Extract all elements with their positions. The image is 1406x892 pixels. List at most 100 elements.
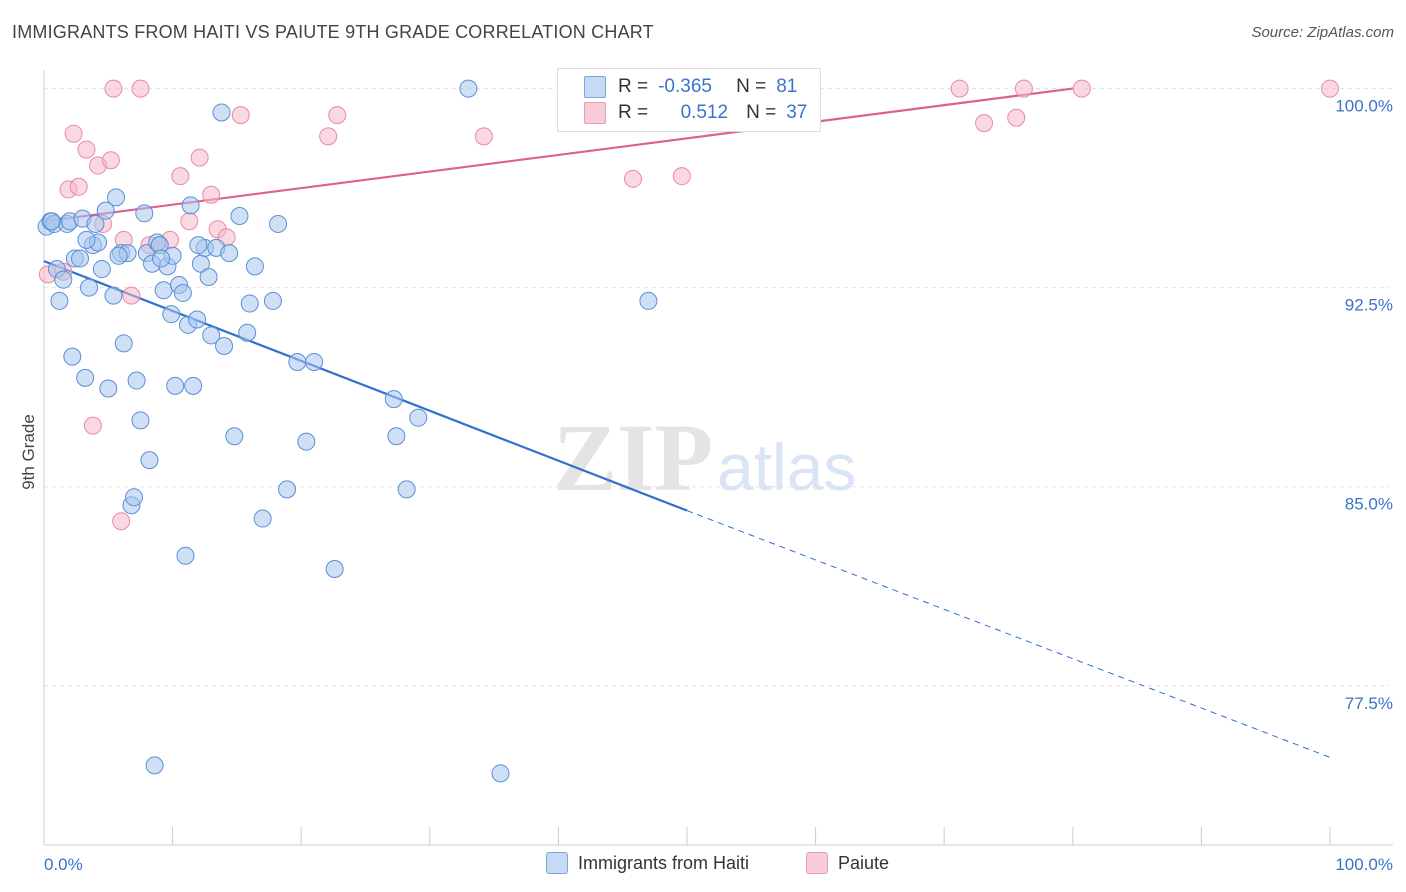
haiti-point: [225, 427, 244, 446]
haiti-point: [50, 291, 69, 310]
haiti-r-value: -0.365: [658, 76, 712, 97]
haiti-point: [305, 352, 324, 371]
paiute-point: [328, 106, 347, 125]
haiti-point: [145, 756, 164, 775]
legend-item-paiute: Paiute: [806, 852, 889, 874]
haiti-point: [409, 408, 428, 427]
haiti-point: [269, 214, 288, 233]
haiti-point: [63, 347, 82, 366]
haiti-point: [230, 206, 249, 225]
watermark-atlas: atlas: [717, 430, 856, 504]
haiti-point: [215, 337, 234, 356]
haiti-point: [76, 368, 95, 387]
haiti-point: [154, 281, 173, 300]
haiti-point: [220, 244, 239, 263]
haiti-point: [188, 310, 207, 329]
haiti-point: [288, 352, 307, 371]
paiute-point: [69, 177, 88, 196]
haiti-point: [199, 268, 218, 287]
haiti-point: [202, 326, 221, 345]
paiute-point: [112, 512, 131, 531]
haiti-point: [397, 480, 416, 499]
haiti-point: [77, 230, 96, 249]
haiti-point: [297, 432, 316, 451]
haiti-point: [135, 204, 154, 223]
haiti-point: [325, 559, 344, 578]
paiute-n-value: 37: [786, 102, 808, 123]
haiti-point: [459, 79, 478, 98]
haiti-point: [42, 212, 61, 231]
legend-haiti-swatch: [546, 852, 568, 874]
paiute-point: [180, 212, 199, 231]
paiute-point: [1072, 79, 1091, 98]
paiute-point: [131, 79, 150, 98]
chart-title: IMMIGRANTS FROM HAITI VS PAIUTE 9TH GRAD…: [12, 22, 654, 42]
correlation-legend: R = -0.365 N = 81 R = 0.512 N = 37: [557, 68, 821, 132]
haiti-point: [107, 188, 126, 207]
paiute-point: [101, 151, 120, 170]
haiti-point: [184, 376, 203, 395]
haiti-point: [491, 764, 510, 783]
watermark-zip: ZIP: [553, 404, 713, 511]
haiti-point: [71, 249, 90, 268]
legend-row-haiti: R = -0.365 N = 81: [584, 75, 797, 99]
legend-paiute-swatch: [806, 852, 828, 874]
paiute-point: [231, 106, 250, 125]
y-tick-label: 92.5%: [1345, 296, 1393, 315]
haiti-point: [99, 379, 118, 398]
haiti-point: [387, 427, 406, 446]
haiti-point: [238, 323, 257, 342]
y-tick-label: 100.0%: [1335, 97, 1393, 116]
haiti-point: [166, 376, 185, 395]
y-tick-label: 77.5%: [1345, 694, 1393, 713]
paiute-point: [202, 185, 221, 204]
paiute-point: [122, 286, 141, 305]
haiti-point: [253, 509, 272, 528]
haiti-point: [96, 201, 115, 220]
haiti-point: [127, 371, 146, 390]
haiti-point: [173, 283, 192, 302]
paiute-swatch: [584, 102, 606, 124]
haiti-point: [131, 411, 150, 430]
haiti-point: [162, 305, 181, 324]
haiti-point: [104, 286, 123, 305]
y-tick-label: 85.0%: [1345, 495, 1393, 514]
x-tick-label-min: 0.0%: [44, 855, 83, 874]
paiute-point: [1007, 108, 1026, 127]
paiute-point: [77, 140, 96, 159]
haiti-point: [639, 291, 658, 310]
paiute-point: [950, 79, 969, 98]
haiti-point: [278, 480, 297, 499]
legend-row-paiute: R = 0.512 N = 37: [584, 101, 807, 125]
paiute-r-value: 0.512: [680, 102, 729, 123]
haiti-point: [181, 196, 200, 215]
haiti-trend-extension: [686, 510, 1331, 758]
haiti-point: [125, 488, 144, 507]
haiti-point: [245, 257, 264, 276]
haiti-swatch: [584, 76, 606, 98]
haiti-point: [189, 236, 208, 255]
haiti-point: [176, 546, 195, 565]
haiti-n-label: N =: [736, 76, 767, 97]
paiute-point: [171, 167, 190, 186]
paiute-n-label: N =: [746, 102, 777, 123]
paiute-point: [474, 127, 493, 146]
legend-paiute-label: Paiute: [838, 852, 890, 873]
paiute-point: [190, 148, 209, 167]
haiti-point: [114, 334, 133, 353]
legend-haiti-label: Immigrants from Haiti: [578, 852, 750, 873]
series-legend: Immigrants from Haiti Paiute: [0, 852, 1406, 878]
paiute-point: [104, 79, 123, 98]
haiti-point: [54, 270, 73, 289]
haiti-trend-line: [43, 260, 688, 512]
haiti-point: [80, 278, 99, 297]
haiti-point: [140, 451, 159, 470]
haiti-point: [240, 294, 259, 313]
haiti-point: [263, 291, 282, 310]
x-tick-label-max: 100.0%: [1335, 855, 1393, 874]
y-axis-title: 9th Grade: [19, 414, 38, 490]
paiute-point: [83, 416, 102, 435]
legend-item-haiti: Immigrants from Haiti: [546, 852, 749, 874]
paiute-point: [975, 114, 994, 133]
